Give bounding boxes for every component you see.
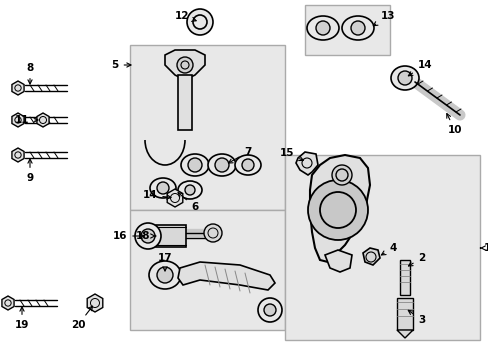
Circle shape: [215, 158, 228, 172]
Bar: [399, 260, 409, 295]
Circle shape: [307, 180, 367, 240]
Bar: [396, 298, 412, 330]
Circle shape: [177, 57, 193, 73]
Text: 2: 2: [407, 253, 425, 266]
Ellipse shape: [178, 181, 202, 199]
Circle shape: [331, 165, 351, 185]
Text: 9: 9: [26, 159, 34, 183]
Circle shape: [203, 224, 222, 242]
Text: 4: 4: [381, 243, 396, 255]
Polygon shape: [396, 330, 412, 338]
Polygon shape: [2, 296, 14, 310]
Polygon shape: [295, 152, 317, 175]
Circle shape: [187, 158, 202, 172]
Text: 14: 14: [142, 190, 171, 200]
Circle shape: [193, 15, 206, 29]
Polygon shape: [12, 81, 24, 95]
Polygon shape: [325, 250, 351, 272]
Ellipse shape: [306, 16, 338, 40]
Text: 1: 1: [480, 243, 488, 253]
Bar: [156, 225, 185, 247]
Ellipse shape: [235, 155, 261, 175]
Ellipse shape: [149, 261, 181, 289]
Polygon shape: [362, 248, 379, 265]
Text: 12: 12: [174, 11, 196, 21]
Circle shape: [350, 21, 364, 35]
Text: 14: 14: [407, 60, 431, 76]
Polygon shape: [12, 113, 24, 127]
Circle shape: [335, 169, 347, 181]
Ellipse shape: [181, 154, 208, 176]
Text: 5: 5: [111, 60, 131, 70]
Polygon shape: [167, 189, 183, 207]
Bar: [305, 5, 389, 55]
Polygon shape: [178, 262, 274, 290]
Polygon shape: [37, 113, 49, 127]
Text: 17: 17: [157, 253, 172, 271]
Text: 15: 15: [279, 148, 303, 161]
Text: 19: 19: [15, 307, 29, 330]
Circle shape: [315, 21, 329, 35]
Bar: [130, 210, 285, 330]
Polygon shape: [87, 294, 102, 312]
Bar: [285, 155, 479, 340]
Bar: [130, 45, 285, 210]
Circle shape: [264, 304, 275, 316]
Ellipse shape: [150, 178, 176, 198]
Text: 7: 7: [228, 147, 251, 163]
Bar: [178, 75, 192, 130]
Text: 3: 3: [407, 310, 425, 325]
Text: 11: 11: [15, 115, 38, 125]
Circle shape: [186, 9, 213, 35]
Circle shape: [319, 192, 355, 228]
Ellipse shape: [207, 154, 236, 176]
Text: 10: 10: [446, 114, 461, 135]
Text: 6: 6: [178, 193, 198, 212]
Polygon shape: [164, 50, 204, 80]
Ellipse shape: [258, 298, 282, 322]
Circle shape: [141, 229, 155, 243]
Circle shape: [157, 267, 173, 283]
Text: 16: 16: [113, 231, 143, 241]
Text: 20: 20: [71, 306, 92, 330]
Ellipse shape: [390, 66, 418, 90]
Ellipse shape: [135, 223, 161, 249]
Circle shape: [157, 182, 169, 194]
Polygon shape: [309, 155, 369, 262]
Ellipse shape: [341, 16, 373, 40]
Text: 18: 18: [136, 231, 156, 241]
Circle shape: [184, 185, 195, 195]
Circle shape: [397, 71, 411, 85]
Text: 8: 8: [26, 63, 34, 84]
Text: 13: 13: [372, 11, 394, 26]
Circle shape: [242, 159, 253, 171]
Polygon shape: [12, 148, 24, 162]
